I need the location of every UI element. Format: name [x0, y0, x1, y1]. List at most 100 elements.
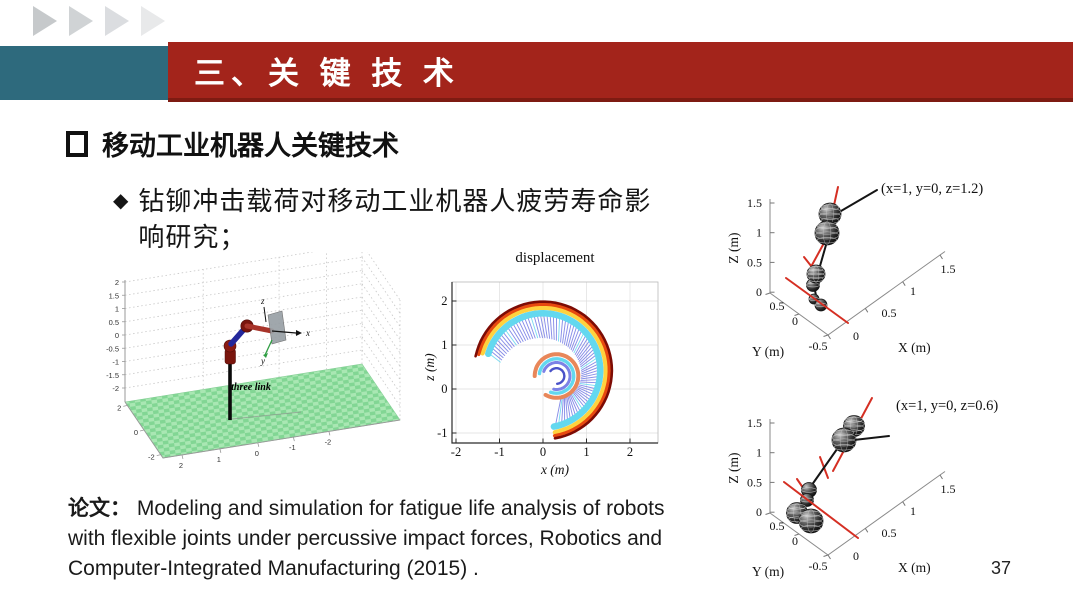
chart-shape — [219, 448, 222, 453]
trajectory-fan — [474, 300, 614, 440]
chart-shape — [542, 311, 548, 339]
tick-label: 0 — [756, 505, 762, 519]
chart-shape — [124, 256, 363, 296]
figure-pose-z12: 1.5 1 0.5 0 0.5 0 -0.5 0 0.5 1 1.5 Z (m) Y (m) X (… — [726, 181, 983, 359]
chart-shape — [124, 270, 363, 309]
tick-label: 1 — [756, 226, 762, 240]
chart-shape — [783, 481, 859, 539]
chart-shape — [156, 454, 161, 457]
tick-label: -1 — [437, 426, 447, 440]
chart-shape — [257, 442, 260, 447]
figure-displacement-plot: -2 -1 0 1 2 2 1 0 -1 displacement x (m) z (m) — [425, 250, 659, 477]
sphere-mesh-line — [808, 276, 824, 282]
sphere-mesh-line — [818, 208, 842, 216]
plot-content: 1.5 1 0.5 0 0.5 0 -0.5 0 0.5 1 1.5 — [747, 397, 956, 573]
tick-label: -0.5 — [106, 344, 119, 353]
sphere-mesh-line — [843, 420, 865, 428]
trajectory-arc — [474, 300, 614, 440]
tick-label: 0 — [853, 329, 859, 343]
chart-shape — [361, 336, 401, 393]
page-number: 37 — [991, 558, 1012, 578]
tick-label: 1 — [441, 338, 447, 352]
sphere-mesh-line — [801, 525, 821, 532]
tick-label: 0.5 — [882, 306, 897, 320]
frame-z-label: z — [260, 296, 265, 306]
chart-shape — [554, 397, 562, 428]
chart-shape — [124, 349, 363, 389]
chevron-right-icon — [69, 6, 93, 36]
chart-shape — [827, 334, 831, 340]
sphere-mesh-line — [788, 503, 806, 510]
chart-shape — [328, 431, 331, 436]
chevron-right-icon — [141, 6, 165, 36]
tick-label: -0.5 — [809, 339, 828, 353]
joint-sphere — [814, 220, 840, 246]
tick-label: 1.5 — [747, 416, 762, 430]
chart-shape — [123, 404, 128, 407]
tick-label: -2 — [325, 437, 332, 446]
sphere-mesh-line — [798, 519, 824, 528]
robot-label: three link — [231, 382, 271, 393]
tick-label: 1 — [756, 446, 762, 460]
tick-label: -1 — [289, 443, 296, 452]
red-link — [244, 323, 275, 334]
tick-label: 0.5 — [747, 475, 762, 489]
y-axis-label: Y (m) — [752, 344, 784, 359]
chart-shape — [561, 396, 564, 427]
joint-sphere — [806, 264, 826, 284]
chart-shape — [124, 323, 363, 362]
frame-x-arrowhead-icon — [296, 330, 302, 336]
ground-plane — [124, 363, 401, 459]
chart-shape — [124, 336, 363, 376]
robot-arm: x z y three link — [223, 296, 310, 420]
tick-label: 0 — [134, 428, 138, 437]
sphere-mesh-line — [839, 428, 849, 452]
tick-label: 1.5 — [941, 482, 956, 496]
floor-axes — [124, 401, 401, 459]
chart-shape — [181, 454, 184, 460]
chart-shape — [549, 312, 553, 340]
chart-shape — [292, 437, 295, 442]
section-heading: 移动工业机器人关键技术 — [66, 124, 399, 163]
chevron-right-icon — [105, 6, 129, 36]
sphere-mesh-line — [798, 514, 824, 523]
sphere-mesh-line — [806, 272, 826, 279]
sphere-mesh-line — [845, 416, 863, 423]
chart-shape — [557, 397, 563, 427]
chart-shape — [139, 429, 145, 432]
tick-label: 2 — [117, 403, 121, 412]
banner: 三、关 键 技 术 — [168, 42, 1073, 102]
tick-label: -0.5 — [809, 559, 828, 573]
tick-label: -2 — [112, 384, 119, 393]
frame-y-axis — [264, 339, 273, 356]
x-axis-label: X (m) — [898, 560, 931, 575]
sphere-mesh-line — [800, 497, 814, 503]
chart-shape — [840, 189, 878, 212]
chart-shape — [794, 533, 800, 536]
chart-shape — [366, 252, 401, 301]
tick-label: 0 — [853, 549, 859, 563]
y-axis-label: Y (m) — [752, 564, 784, 579]
shadow-line — [231, 411, 302, 420]
tick-label: 1.5 — [941, 262, 956, 276]
sphere-mesh-line — [801, 487, 817, 493]
bullet-text: 钻铆冲击载荷对移动工业机器人疲劳寿命影 响研究； — [138, 186, 652, 252]
sphere-mesh-line — [806, 509, 816, 533]
tick-label: 2 — [627, 445, 633, 459]
tick-label: 0 — [441, 382, 447, 396]
sphere-mesh-line — [806, 282, 820, 288]
tick-label: 0.5 — [747, 255, 762, 269]
page-title: 三、关 键 技 术 — [194, 55, 460, 91]
figure-pose-z06: 1.5 1 0.5 0 0.5 0 -0.5 0 0.5 1 1.5 Z (m) Y (m) X (… — [726, 397, 998, 579]
chart-shape — [765, 512, 771, 515]
sphere-mesh-line — [831, 433, 857, 442]
sphere-mesh-line — [806, 269, 826, 276]
chart-shape — [939, 474, 943, 480]
section-heading-label: 移动工业机器人关键技术 — [102, 131, 399, 161]
paper-reference: 论文： Modeling and simulation for fatigue … — [68, 494, 684, 584]
frame-z-axis — [263, 306, 267, 323]
z-axis-label: Z (m) — [726, 232, 741, 263]
tick-label: 0 — [792, 534, 798, 548]
trajectory-arc — [477, 302, 611, 438]
